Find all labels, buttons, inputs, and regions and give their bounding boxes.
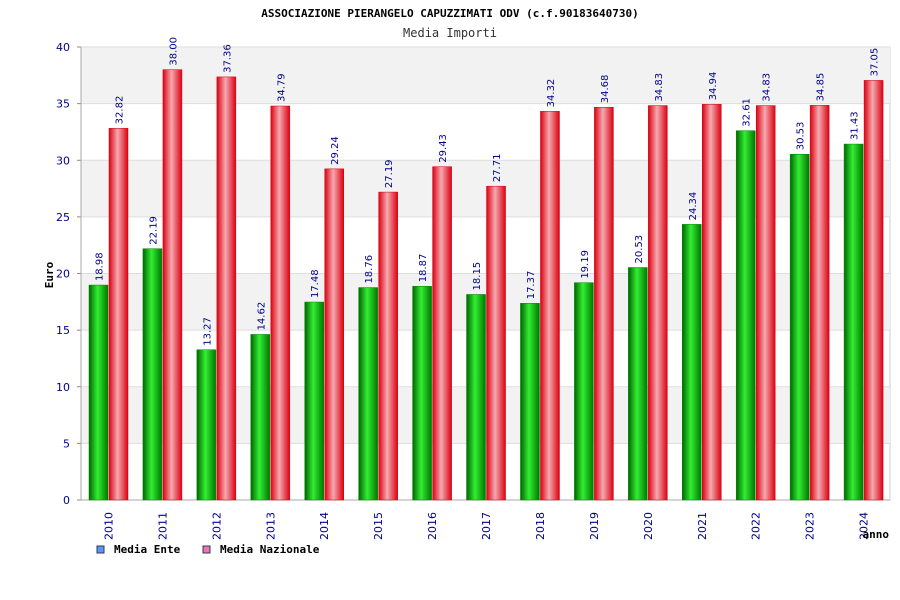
value-label-media-ente-2021: 24.34 (688, 192, 699, 221)
value-label-media-nazionale-2017: 27.71 (492, 154, 503, 183)
legend: Media Ente Media Nazionale (96, 543, 320, 556)
bar-media-ente-2011 (142, 248, 163, 501)
x-tick-label-2014: 2014 (318, 512, 331, 540)
value-label-media-ente-2010: 18.98 (95, 252, 106, 281)
value-label-media-nazionale-2011: 38.00 (168, 37, 179, 66)
value-label-media-ente-2020: 20.53 (634, 235, 645, 264)
bar-media-ente-2017 (466, 294, 486, 501)
x-tick-label-2023: 2023 (804, 512, 817, 540)
bar-media-ente-2014 (304, 301, 324, 501)
bar-media-nazionale-2013 (270, 105, 291, 501)
bar-media-nazionale-2023 (809, 105, 830, 501)
value-label-media-nazionale-2015: 27.19 (384, 159, 395, 188)
y-axis-label: Euro (43, 261, 56, 288)
value-label-media-ente-2015: 18.76 (364, 255, 375, 284)
legend-label-media-nazionale: Media Nazionale (220, 543, 320, 556)
chart-title: ASSOCIAZIONE PIERANGELO CAPUZZIMATI ODV … (261, 7, 639, 20)
legend-label-media-ente: Media Ente (114, 543, 181, 556)
value-label-media-ente-2019: 19.19 (580, 250, 591, 279)
x-tick-label-2013: 2013 (264, 512, 277, 540)
value-label-media-nazionale-2010: 32.82 (115, 96, 126, 125)
value-label-media-ente-2017: 18.15 (472, 262, 483, 291)
x-tick-label-2020: 2020 (642, 512, 655, 540)
x-tick-label-2015: 2015 (372, 512, 385, 540)
x-axis-label: anno (863, 528, 890, 541)
bar-media-nazionale-2019 (594, 106, 614, 501)
bar-media-nazionale-2011 (162, 69, 183, 501)
bar-media-nazionale-2015 (378, 191, 398, 501)
bar-media-nazionale-2010 (108, 128, 129, 501)
value-label-media-nazionale-2023: 34.85 (816, 73, 827, 102)
x-tick-label-2024: 2024 (858, 512, 871, 540)
bar-media-nazionale-2022 (755, 105, 776, 501)
bar-media-ente-2018 (520, 303, 540, 501)
value-label-media-ente-2016: 18.87 (418, 254, 429, 283)
bar-media-nazionale-2020 (648, 105, 668, 501)
x-tick-label-2021: 2021 (696, 512, 709, 540)
value-label-media-nazionale-2020: 34.83 (654, 73, 665, 102)
x-tick-label-2019: 2019 (588, 512, 601, 540)
y-tick-label: 30 (56, 154, 70, 167)
x-tick-label-2017: 2017 (480, 512, 493, 540)
bar-media-ente-2022 (735, 130, 756, 501)
x-tick-label-2011: 2011 (156, 512, 169, 540)
value-labels: 18.98 32.82 22.19 38.00 13.27 37.36 14.62 34.79… (95, 37, 881, 346)
bar-media-ente-2023 (789, 153, 810, 501)
bar-media-ente-2013 (250, 334, 271, 501)
bar-media-ente-2021 (682, 224, 702, 501)
value-label-media-nazionale-2019: 34.68 (600, 75, 611, 104)
x-tick-label-2010: 2010 (103, 512, 116, 540)
bar-media-ente-2012 (196, 349, 217, 501)
bar-media-nazionale-2024 (863, 80, 884, 501)
value-label-media-ente-2014: 17.48 (310, 269, 321, 298)
legend-swatch-media-ente (96, 545, 105, 554)
y-tick-label: 35 (56, 98, 70, 111)
y-tick-label: 25 (56, 211, 70, 224)
y-tick-label: 40 (56, 41, 70, 54)
x-tick-label-2016: 2016 (426, 512, 439, 540)
y-axis-ticks: 0 5 10 15 20 25 30 35 40 (56, 41, 70, 507)
bar-media-ente-2020 (628, 267, 648, 501)
bar-media-nazionale-2021 (702, 104, 722, 501)
bar-media-nazionale-2017 (486, 185, 506, 501)
bars (88, 69, 884, 501)
bar-media-nazionale-2018 (540, 111, 560, 501)
value-label-media-ente-2024: 31.43 (850, 111, 861, 140)
bar-media-nazionale-2012 (216, 76, 237, 501)
value-label-media-ente-2011: 22.19 (148, 216, 159, 245)
bar-media-ente-2010 (88, 284, 109, 501)
y-tick-label: 0 (63, 494, 70, 507)
bar-media-ente-2016 (412, 286, 432, 501)
x-axis-ticks: 2010 2011 2012 2013 2014 2015 2016 2017 2018 2019… (103, 512, 871, 540)
value-label-media-nazionale-2012: 37.36 (222, 44, 233, 73)
bar-media-nazionale-2014 (324, 168, 344, 501)
x-tick-label-2012: 2012 (210, 512, 223, 540)
value-label-media-nazionale-2013: 34.79 (276, 73, 287, 102)
value-label-media-ente-2022: 32.61 (742, 98, 753, 127)
y-tick-label: 5 (63, 437, 70, 450)
bar-media-ente-2024 (843, 143, 864, 501)
value-label-media-ente-2013: 14.62 (256, 302, 267, 331)
value-label-media-ente-2018: 17.37 (526, 271, 537, 300)
value-label-media-nazionale-2021: 34.94 (708, 72, 719, 101)
bar-media-ente-2015 (358, 287, 378, 501)
value-label-media-ente-2012: 13.27 (202, 317, 213, 346)
x-tick-label-2022: 2022 (750, 512, 763, 540)
bar-media-nazionale-2016 (432, 166, 452, 501)
value-label-media-ente-2023: 30.53 (796, 122, 807, 151)
value-label-media-nazionale-2016: 29.43 (438, 134, 449, 163)
chart-subtitle: Media Importi (403, 26, 497, 40)
value-label-media-nazionale-2018: 34.32 (546, 79, 557, 108)
x-tick-label-2018: 2018 (534, 512, 547, 540)
value-label-media-nazionale-2014: 29.24 (330, 136, 341, 165)
legend-swatch-media-nazionale (202, 545, 211, 554)
value-label-media-nazionale-2024: 37.05 (870, 48, 881, 77)
y-tick-label: 15 (56, 324, 70, 337)
grid-band (81, 47, 890, 104)
y-tick-label: 10 (56, 381, 70, 394)
value-label-media-nazionale-2022: 34.83 (762, 73, 773, 102)
y-tick-label: 20 (56, 268, 70, 281)
bar-media-ente-2019 (574, 282, 594, 501)
